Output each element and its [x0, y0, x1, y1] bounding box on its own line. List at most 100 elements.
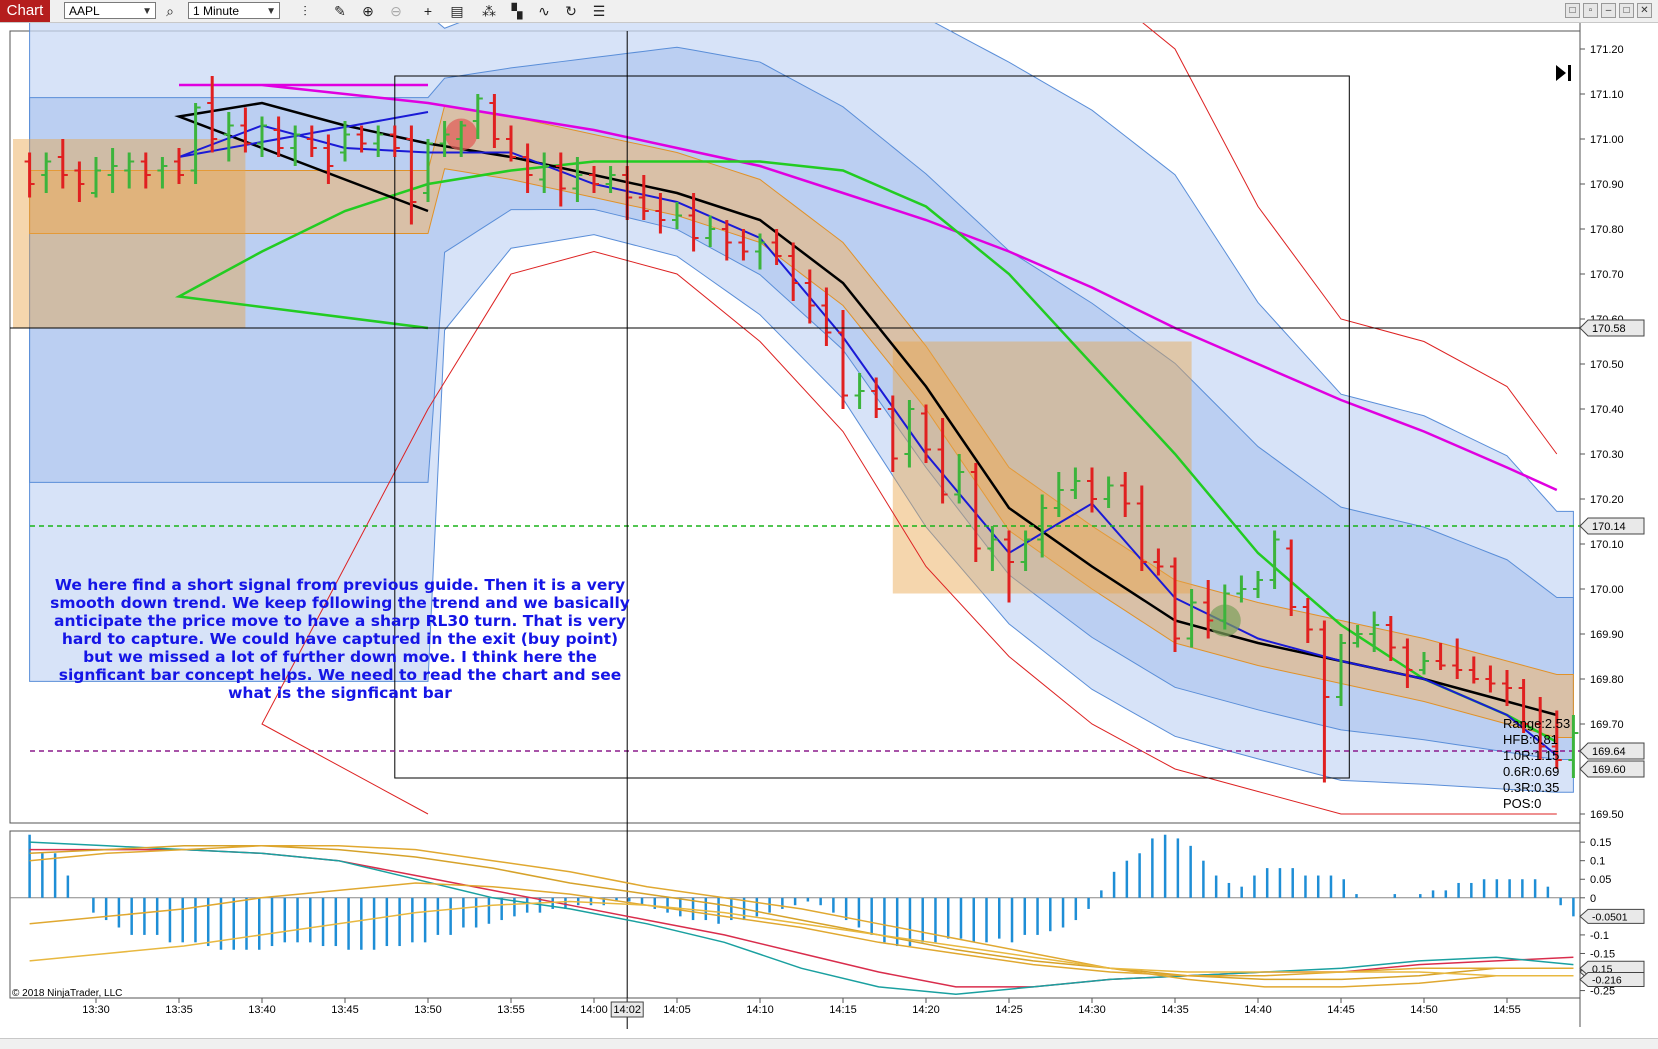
ohlc-bar: [1219, 584, 1230, 630]
ohlc-bar: [1020, 530, 1031, 571]
info-range: Range:2.53: [1503, 716, 1571, 731]
ohlc-bar: [389, 125, 400, 157]
zoom-in-icon[interactable]: ⊕: [362, 3, 374, 19]
data-box-icon[interactable]: ▤: [450, 3, 464, 19]
ohlc-bar: [970, 463, 981, 562]
price-label-box: [1579, 319, 1645, 337]
ohlc-bar: [555, 152, 566, 207]
price-label-box: [1579, 517, 1645, 535]
ohlc-bar: [140, 152, 151, 189]
ohlc-bar: [921, 404, 931, 463]
ohlc-bar: [954, 454, 965, 504]
restore-icon[interactable]: □: [1565, 3, 1580, 18]
oscillator-line-5: [29, 900, 1574, 977]
ohlc-bar: [755, 233, 765, 270]
end-bar-icon: [1568, 65, 1571, 81]
y-tick-label: 170.50: [1590, 359, 1624, 371]
ohlc-bar: [854, 373, 865, 409]
x-tick-label: 13:30: [82, 1004, 110, 1016]
x-tick-label: 13:55: [497, 1004, 525, 1016]
oscillator-line-3: [29, 845, 1574, 988]
osc-value-label-box: [1579, 971, 1645, 987]
ohlc-bar: [207, 76, 218, 153]
properties-icon[interactable]: ⁂: [482, 3, 496, 19]
crosshair-icon[interactable]: +: [423, 3, 433, 19]
x-tick-label: 14:10: [746, 1004, 774, 1016]
ohlc-bar: [1286, 539, 1297, 616]
refresh-icon[interactable]: ↻: [565, 3, 577, 19]
info-box: Range:2.53 HFB:0.81 1.0R:1.15 0.6R:0.69 …: [1503, 716, 1570, 812]
y-tick-label: 169.90: [1590, 629, 1624, 641]
ohlc-bar: [572, 157, 583, 202]
x-tick-label: 14:00: [580, 1004, 608, 1016]
ohlc-bar: [290, 125, 301, 166]
ohlc-bar: [1551, 710, 1562, 769]
ohlc-bar: [1502, 670, 1512, 706]
ohlc-bar: [655, 193, 666, 234]
indicator-icon[interactable]: ∿: [538, 3, 550, 19]
ohlc-bar: [456, 121, 467, 157]
close-icon[interactable]: ✕: [1637, 3, 1652, 18]
x-tick-label: 14:45: [1327, 1004, 1355, 1016]
x-tick-label: 14:05: [663, 1004, 691, 1016]
y-tick-label: 170.30: [1590, 449, 1624, 461]
ohlc-bar: [638, 175, 649, 220]
x-tick-label: 13:50: [414, 1004, 442, 1016]
list-icon[interactable]: ☰: [592, 3, 606, 19]
x-tick-label: 14:30: [1078, 1004, 1106, 1016]
ohlc-bar: [821, 287, 832, 346]
ohlc-bar: [1136, 485, 1147, 571]
osc-value-label: -0.216: [1592, 974, 1622, 986]
ohlc-bar: [688, 193, 699, 252]
ohlc-bar: [1236, 575, 1247, 603]
ohlc-bar: [423, 139, 433, 202]
ohlc-bar: [489, 94, 500, 148]
ohlc-bar: [871, 377, 882, 418]
search-icon[interactable]: ⌕: [166, 3, 174, 19]
x-tick-label: 14:15: [829, 1004, 857, 1016]
indicator-line-1: [174, 160, 1558, 744]
osc-y-tick-label: 0.05: [1590, 874, 1611, 886]
ohlc-bar: [1120, 472, 1131, 517]
strategy-icon[interactable]: ▚: [511, 3, 523, 19]
osc-y-tick-label: -0.15: [1590, 948, 1615, 960]
x-tick-label: 14:35: [1161, 1004, 1189, 1016]
copyright: © 2018 NinjaTrader, LLC: [12, 988, 123, 999]
zoom-out-icon[interactable]: ⊖: [390, 3, 402, 19]
bar-type-icon[interactable]: ⫶: [303, 3, 307, 19]
ohlc-bar: [24, 152, 35, 198]
info-03r: 0.3R:0.35: [1503, 780, 1560, 795]
ohlc-bar: [57, 139, 68, 189]
y-tick-label: 170.80: [1590, 224, 1624, 236]
interval-selector[interactable]: 1 Minute ▼: [188, 2, 280, 19]
ohlc-bar: [157, 157, 168, 189]
x-tick-label: 14:25: [995, 1004, 1023, 1016]
bollinger-lower: [261, 250, 1557, 815]
ohlc-bar: [1070, 467, 1081, 499]
x-tick-label: 13:40: [248, 1004, 276, 1016]
price-label: 170.58: [1592, 323, 1626, 335]
ohlc-bar: [672, 202, 682, 229]
ohlc-bar: [340, 121, 350, 162]
price-label: 169.60: [1592, 764, 1626, 776]
minimize-icon[interactable]: –: [1601, 3, 1616, 18]
tile-icon[interactable]: ▫: [1583, 3, 1598, 18]
ohlc-bar: [174, 148, 184, 184]
price-chart[interactable]: 171.20 171.10 171.00 170.90 170.80 170.70 170.…: [0, 23, 1658, 1037]
x-tick-label: 14:55: [1493, 1004, 1521, 1016]
range-rectangle: [394, 75, 1350, 779]
ohlc-bar: [91, 157, 101, 198]
ohlc-bar: [1468, 656, 1479, 684]
instrument-selector[interactable]: AAPL ▼: [64, 2, 156, 19]
ohlc-bar: [804, 269, 815, 324]
ohlc-bar: [506, 125, 516, 162]
oscillator-line-2: [29, 845, 1574, 981]
osc-y-tick-label: 0: [1590, 893, 1596, 905]
maximize-icon[interactable]: □: [1619, 3, 1634, 18]
oscillator-line-4: [29, 882, 1574, 977]
ohlc-bar: [373, 125, 384, 157]
ohlc-bar: [1186, 589, 1197, 648]
ohlc-bar: [406, 125, 417, 225]
pencil-icon[interactable]: ✎: [334, 3, 346, 19]
chart-tab[interactable]: Chart: [0, 0, 50, 22]
